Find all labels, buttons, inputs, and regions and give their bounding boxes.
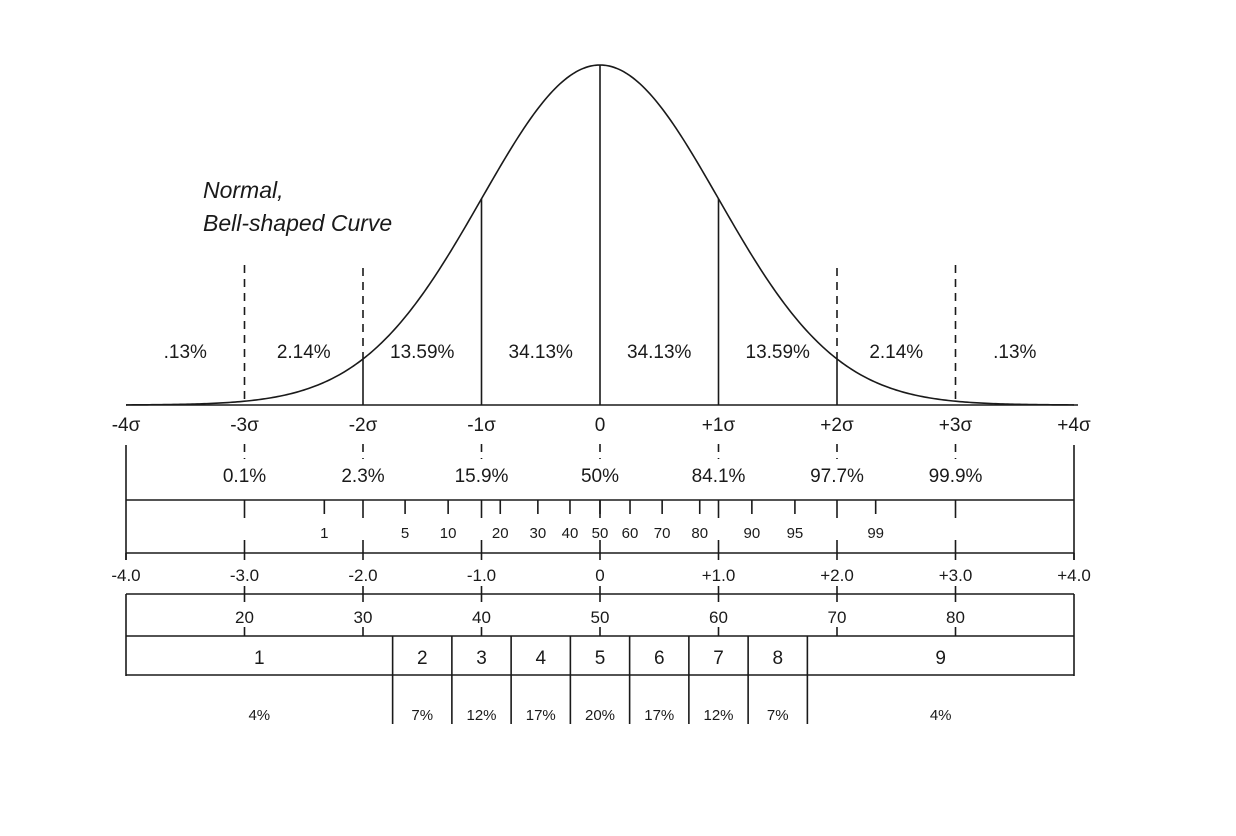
stanine-number: 1 xyxy=(254,648,265,669)
stanine-number: 3 xyxy=(476,648,487,669)
sigma-tick-label: +2σ xyxy=(820,415,854,436)
percentile-label: 40 xyxy=(562,525,579,542)
band-percent-label: 13.59% xyxy=(746,342,811,363)
z-score-label: -2.0 xyxy=(348,566,377,585)
t-score-label: 20 xyxy=(235,608,254,627)
band-percent-label: 13.59% xyxy=(390,342,455,363)
t-score-label: 80 xyxy=(946,608,965,627)
stanine-number: 4 xyxy=(535,648,546,669)
stanine-number: 2 xyxy=(417,648,428,669)
stanine-percent: 20% xyxy=(585,707,615,724)
sigma-tick-label: +3σ xyxy=(939,415,973,436)
sigma-tick-label: +4σ xyxy=(1057,415,1091,436)
percentile-label: 50 xyxy=(592,525,609,542)
percentile-label: 80 xyxy=(691,525,708,542)
z-score-label: 0 xyxy=(595,566,604,585)
z-score-label: +2.0 xyxy=(820,566,854,585)
t-score-label: 60 xyxy=(709,608,728,627)
percentile-label: 60 xyxy=(622,525,639,542)
cumulative-percent-label: 2.3% xyxy=(341,466,384,487)
sigma-axis: -4σ -3σ -2σ -1σ 0 +1σ +2σ +3σ +4σ xyxy=(112,415,1091,436)
z-score-scale: -4.0 -3.0 -2.0 -1.0 0 +1.0 +2.0 +3.0 +4.0 xyxy=(111,553,1091,585)
percentile-label: 1 xyxy=(320,525,328,542)
z-score-label: -3.0 xyxy=(230,566,259,585)
stanine-number: 9 xyxy=(935,648,946,669)
z-score-label: +1.0 xyxy=(702,566,736,585)
cumulative-percent-label: 97.7% xyxy=(810,466,864,487)
stanine-scale: 1 4% 2 7% 3 12% 4 17% 5 20% 6 17% 7 12% 8 7% 9 4% xyxy=(126,636,1074,724)
bell-curve-group: .13% 2.14% 13.59% 34.13% 34.13% 13.59% 2.14% .1… xyxy=(125,64,1078,406)
percentile-scale: 1 5 10 20 30 40 50 60 70 80 90 95 99 xyxy=(125,445,1075,560)
t-score-scale: 20 30 40 50 60 70 80 xyxy=(125,586,1075,676)
sigma-tick-label: -4σ xyxy=(112,415,141,436)
stanine-percent: 12% xyxy=(703,707,733,724)
stanine-number: 8 xyxy=(772,648,783,669)
sigma-tick-label: -3σ xyxy=(230,415,259,436)
cumulative-percent-label: 0.1% xyxy=(223,466,266,487)
stanine-number: 7 xyxy=(713,648,724,669)
percentile-label: 70 xyxy=(654,525,671,542)
percentile-label: 30 xyxy=(530,525,547,542)
stanine-number: 5 xyxy=(595,648,606,669)
stanine-percent: 7% xyxy=(411,707,433,724)
stanine-percent: 7% xyxy=(767,707,789,724)
t-score-label: 50 xyxy=(591,608,610,627)
sigma-tick-label: -1σ xyxy=(467,415,496,436)
stanine-percent: 4% xyxy=(930,707,952,724)
percentile-label: 5 xyxy=(401,525,409,542)
cumulative-percent-label: 99.9% xyxy=(929,466,983,487)
band-percent-label: .13% xyxy=(993,342,1036,363)
percentile-label: 99 xyxy=(867,525,884,542)
diagram-title-line-2: Bell-shaped Curve xyxy=(203,210,392,236)
percentile-label: 95 xyxy=(787,525,804,542)
band-percent-label: 2.14% xyxy=(869,342,923,363)
stanine-percent: 17% xyxy=(644,707,674,724)
cumulative-percent-row: 0.1% 2.3% 15.9% 50% 84.1% 97.7% 99.9% xyxy=(223,444,983,487)
z-score-label: +3.0 xyxy=(939,566,973,585)
stanine-percent: 4% xyxy=(248,707,270,724)
cumulative-percent-label: 15.9% xyxy=(455,466,509,487)
cumulative-percent-label: 50% xyxy=(581,466,619,487)
stanine-percent: 12% xyxy=(466,707,496,724)
z-score-label: -1.0 xyxy=(467,566,496,585)
sigma-tick-label: +1σ xyxy=(702,415,736,436)
stanine-percent: 17% xyxy=(526,707,556,724)
z-score-label: -4.0 xyxy=(111,566,140,585)
sigma-tick-label: 0 xyxy=(595,415,606,436)
t-score-label: 40 xyxy=(472,608,491,627)
percentile-label: 10 xyxy=(440,525,457,542)
sigma-tick-label: -2σ xyxy=(349,415,378,436)
z-score-label: +4.0 xyxy=(1057,566,1091,585)
diagram-title-line-1: Normal, xyxy=(203,177,284,203)
cumulative-percent-label: 84.1% xyxy=(692,466,746,487)
percentile-label: 90 xyxy=(744,525,761,542)
t-score-label: 70 xyxy=(828,608,847,627)
band-percent-label: 2.14% xyxy=(277,342,331,363)
t-score-label: 30 xyxy=(354,608,373,627)
band-percent-label: 34.13% xyxy=(627,342,692,363)
band-percent-label: .13% xyxy=(164,342,207,363)
stanine-number: 6 xyxy=(654,648,665,669)
band-percent-label: 34.13% xyxy=(509,342,574,363)
percentile-label: 20 xyxy=(492,525,509,542)
